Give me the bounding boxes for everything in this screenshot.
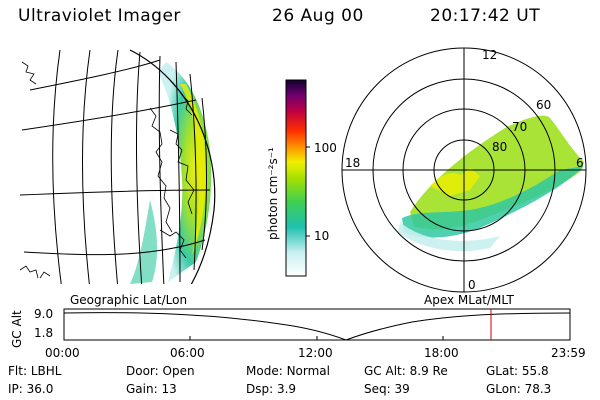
- footer-glon-label: GLon:: [486, 382, 521, 396]
- altitude-curve: [63, 312, 571, 341]
- parallel-grid: [19, 59, 211, 256]
- coastlines: [19, 61, 195, 279]
- footer-gcalt: GC Alt: 8.9 Re: [364, 364, 448, 378]
- footer-flt-label: Flt:: [8, 364, 27, 378]
- left-panel-caption: Geographic Lat/Lon: [70, 293, 188, 307]
- lat-label-70: 70: [512, 120, 528, 134]
- colorbar-tick-100: 100: [314, 141, 337, 155]
- footer-gcalt-label: GC Alt:: [364, 364, 406, 378]
- footer-mode-label: Mode:: [246, 364, 283, 378]
- footer-mode-value: Normal: [286, 364, 330, 378]
- altitude-ytick-low: 1.8: [34, 326, 54, 340]
- polar-aurora-edge: [402, 166, 584, 238]
- altitude-xtick-2: 12:00: [298, 346, 333, 360]
- earth-limb: [129, 49, 216, 284]
- footer-gain-label: Gain:: [126, 382, 158, 396]
- polar-aurora-fringe: [398, 222, 500, 252]
- footer-flt-value: LBHL: [30, 364, 62, 378]
- right-panel-caption: Apex MLat/MLT: [424, 293, 514, 307]
- altitude-ylabel: GC Alt: [10, 310, 24, 348]
- footer-ip-value: 36.0: [26, 382, 54, 396]
- altitude-xtick-4: 23:59: [551, 346, 586, 360]
- footer-seq-label: Seq:: [364, 382, 391, 396]
- date-label: 26 Aug 00: [272, 6, 364, 26]
- altitude-plot: [63, 308, 571, 341]
- geographic-map: [19, 49, 216, 284]
- footer-glon: GLon: 78.3: [486, 382, 551, 396]
- footer-dsp-value: 3.9: [276, 382, 297, 396]
- footer-dsp: Dsp: 3.9: [246, 382, 296, 396]
- mlt-axes: [342, 48, 586, 292]
- mlt-label-12: 12: [482, 48, 498, 62]
- lat-label-60: 60: [536, 98, 552, 112]
- footer-glat: GLat: 55.8: [486, 364, 549, 378]
- polar-plot: [341, 47, 587, 293]
- footer-glat-label: GLat:: [486, 364, 519, 378]
- colorbar-label: photon cm⁻²s⁻¹: [266, 147, 280, 240]
- polar-aurora-bright: [430, 168, 480, 196]
- footer-door: Door: Open: [126, 364, 195, 378]
- aurora-tail: [130, 200, 158, 284]
- mlt-label-18: 18: [345, 156, 361, 170]
- footer-ip: IP: 36.0: [8, 382, 53, 396]
- altitude-xtick-1: 06:00: [170, 346, 205, 360]
- colorbar-tick-10: 10: [314, 229, 330, 243]
- footer-door-label: Door:: [126, 364, 159, 378]
- footer-door-value: Open: [162, 364, 195, 378]
- altitude-ytick-high: 9.0: [34, 307, 54, 321]
- footer-flt: Flt: LBHL: [8, 364, 61, 378]
- polar-aurora: [410, 115, 584, 230]
- meridian-grid: [52, 49, 207, 284]
- footer-mode: Mode: Normal: [246, 364, 330, 378]
- mlt-label-0: 0: [468, 278, 476, 292]
- lat-label-80: 80: [492, 140, 508, 154]
- colorbar: [285, 79, 307, 277]
- aurora-bright-edge: [180, 84, 206, 255]
- footer-gcalt-value: 8.9 Re: [409, 364, 448, 378]
- footer-seq-value: 39: [394, 382, 410, 396]
- footer-glat-value: 55.8: [521, 364, 549, 378]
- altitude-xtick-0: 00:00: [45, 346, 80, 360]
- altitude-xtick-3: 18:00: [424, 346, 459, 360]
- instrument-title: Ultraviolet Imager: [18, 6, 181, 26]
- footer-gain: Gain: 13: [126, 382, 177, 396]
- footer-seq: Seq: 39: [364, 382, 410, 396]
- altitude-xticks: [63, 336, 571, 340]
- mlt-label-6: 6: [576, 156, 584, 170]
- time-label: 20:17:42 UT: [430, 6, 541, 26]
- footer-glon-value: 78.3: [524, 382, 552, 396]
- footer-gain-value: 13: [161, 382, 177, 396]
- footer-dsp-label: Dsp:: [246, 382, 274, 396]
- footer-ip-label: IP:: [8, 382, 23, 396]
- colorbar-ticks: [306, 146, 310, 237]
